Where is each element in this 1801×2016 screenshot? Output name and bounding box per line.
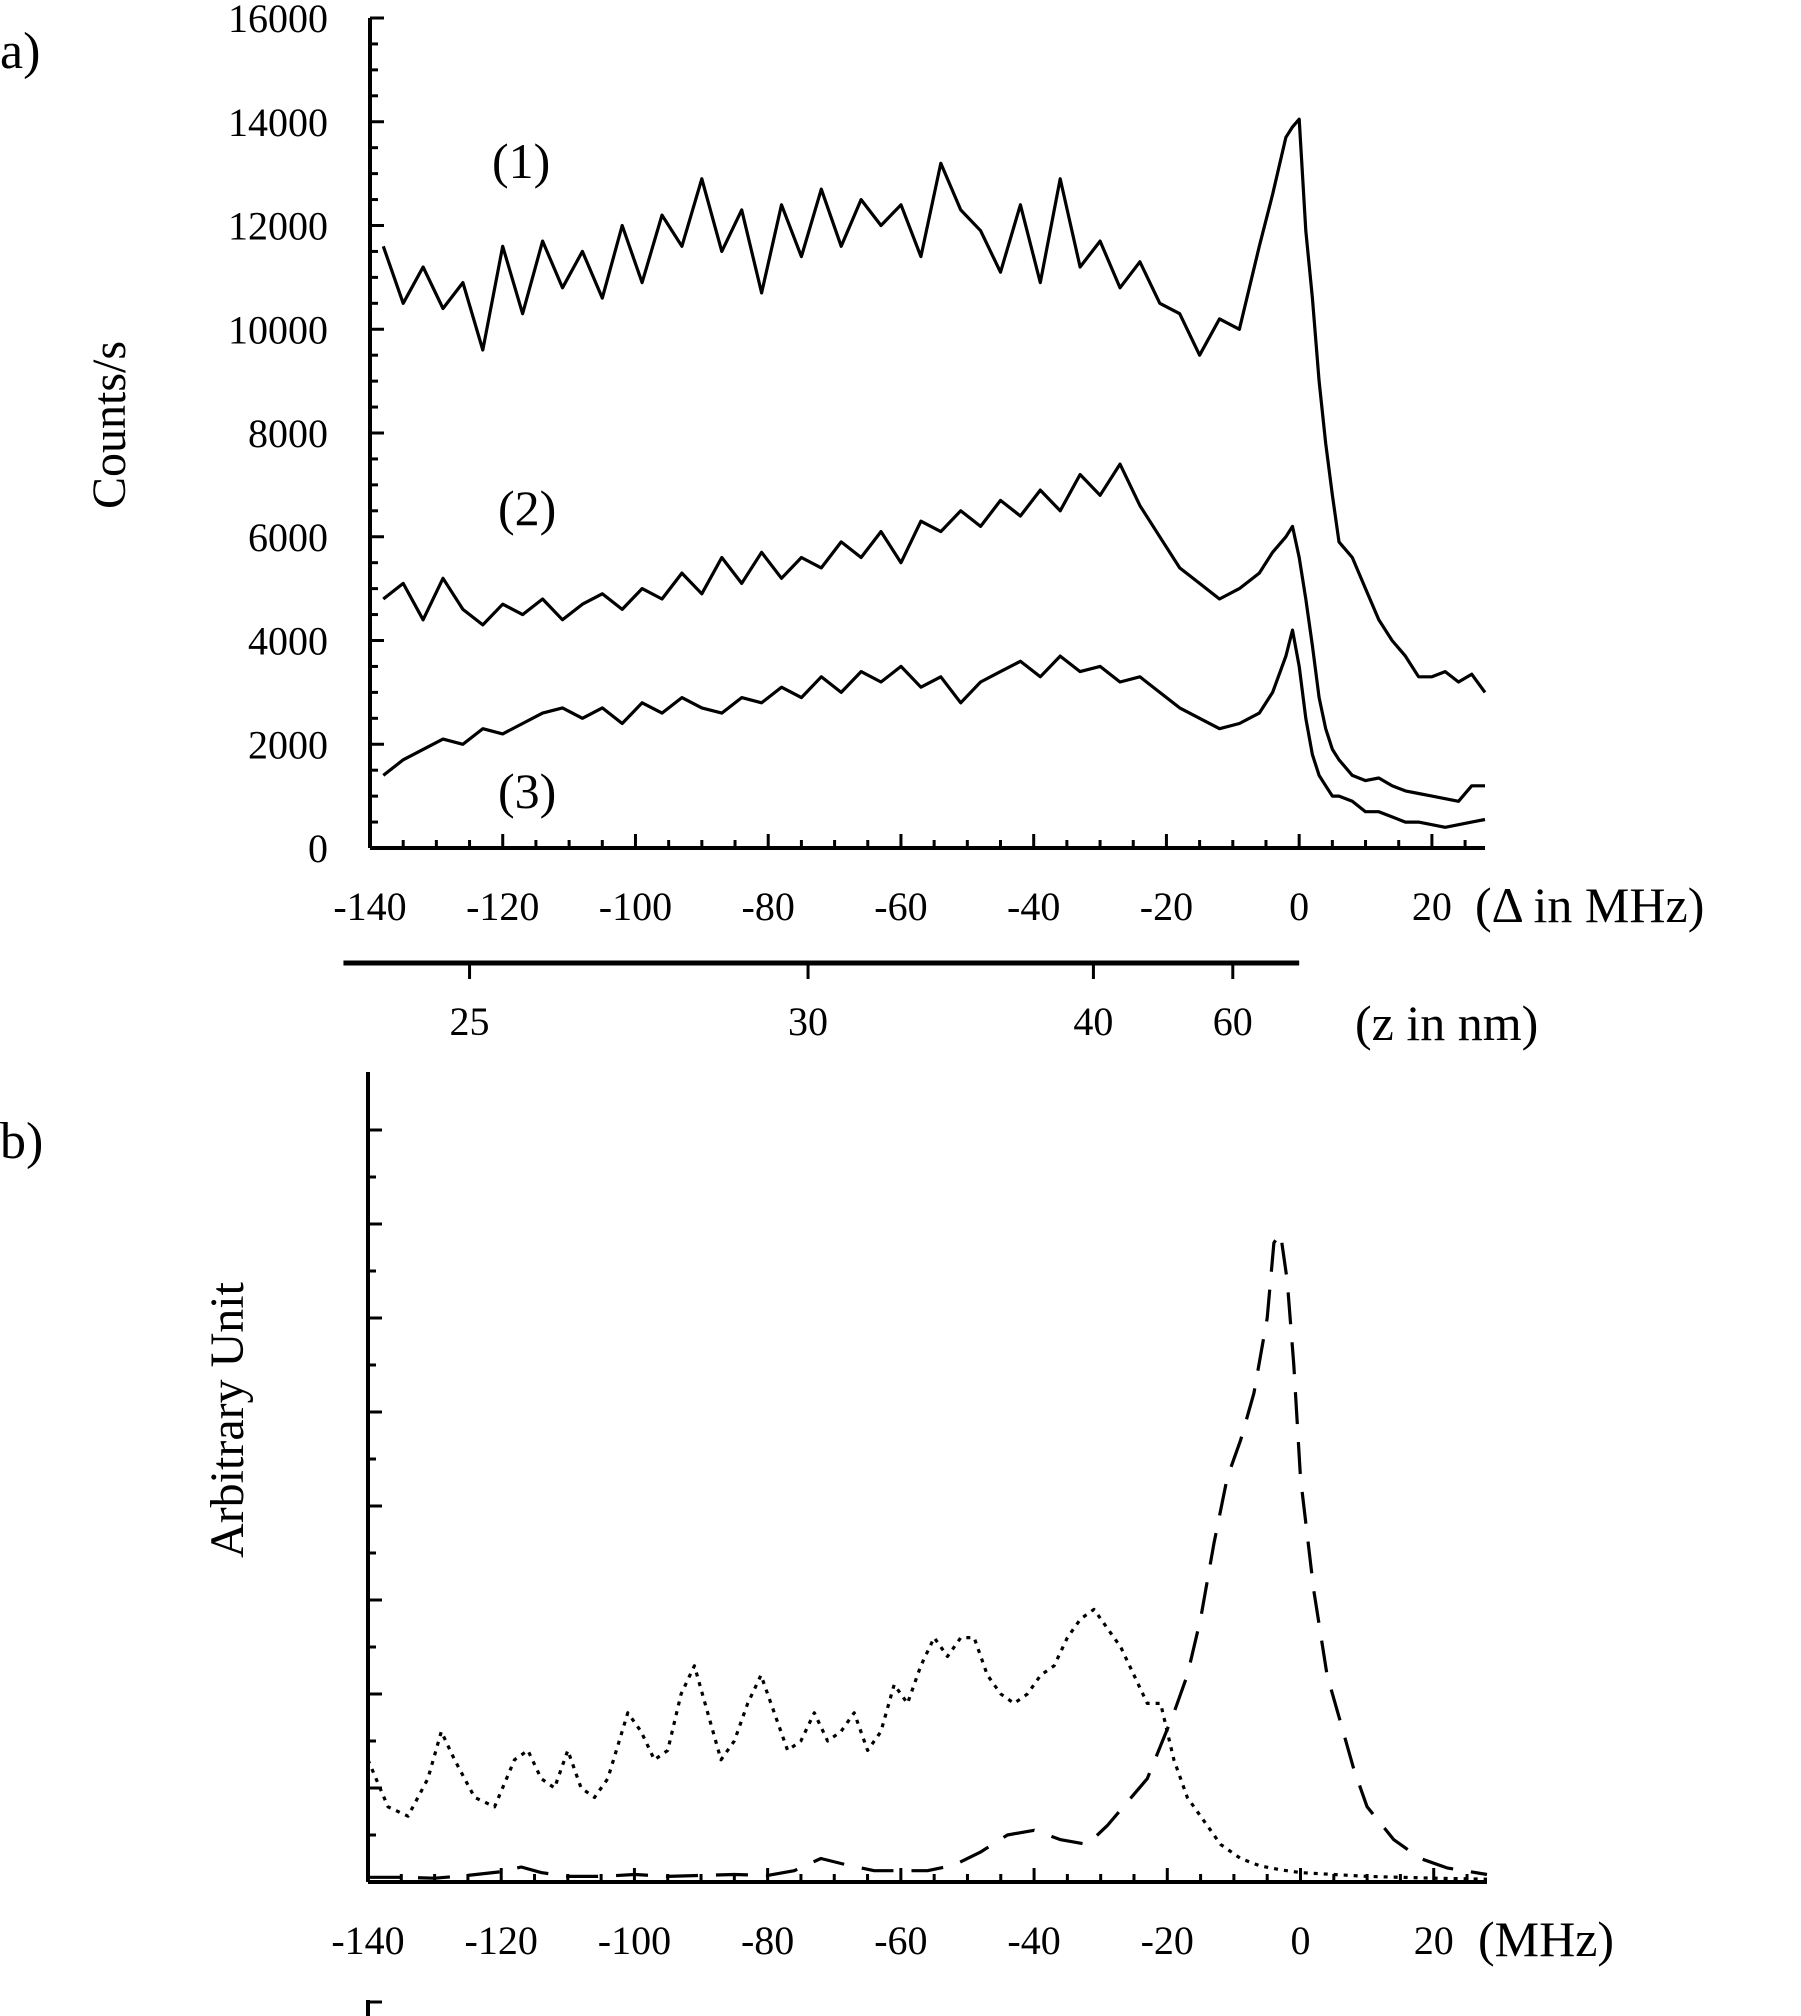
panel-a-x-ticks: -140 -120 -100 -80 -60 -40 -20 0 20 [333, 834, 1467, 929]
panel-a-series-2-line [382, 462, 1485, 803]
panel-a-x-tick-label: -40 [1007, 884, 1060, 929]
panel-a-secondary-tick-label: 30 [788, 999, 828, 1044]
panel-a-secondary-tick-label: 40 [1073, 999, 1113, 1044]
panel-a-x-tick-label: 20 [1412, 884, 1452, 929]
panel-a-x-tick-label: -140 [333, 884, 406, 929]
panel-a-y-tick-label: 16000 [228, 0, 328, 41]
panel-a: a) Counts/s 0 2000 4000 6000 8000 10000 12000 1… [0, 0, 1704, 1051]
panel-b-x-tick-label: -100 [598, 1918, 671, 1963]
panel-b-series-dashed-line [368, 1231, 1488, 1880]
panel-b-series-dotted-line [366, 1607, 1488, 1881]
panel-a-y-tick-label: 10000 [228, 307, 328, 352]
panel-b-x-tick-label: -80 [741, 1918, 794, 1963]
panel-a-x-tick-label: -100 [599, 884, 672, 929]
panel-a-x-tick-label: -80 [742, 884, 795, 929]
panel-b-y-ticks [368, 1128, 382, 1884]
panel-b-x-unit: (MHz) [1478, 1911, 1614, 1967]
panel-a-y-tick-label: 8000 [248, 411, 328, 456]
panel-a-x-tick-label: -120 [466, 884, 539, 929]
panel-a-y-tick-label: 12000 [228, 204, 328, 249]
panel-b-axes [366, 1072, 1487, 1884]
panel-a-secondary-tick-label: 25 [450, 999, 490, 1044]
panel-b-series [366, 1231, 1488, 1881]
panel-a-secondary-tick-label: 60 [1213, 999, 1253, 1044]
panel-a-y-tick-label: 0 [308, 826, 328, 871]
panel-a-y-tick-label: 4000 [248, 619, 328, 664]
curve-label-1: (1) [492, 133, 550, 189]
panel-a-secondary-axis: 25 30 40 60 [343, 960, 1300, 1044]
panel-a-y-axis-title: Counts/s [83, 341, 136, 509]
panel-b-x-tick-label: 0 [1291, 1918, 1311, 1963]
panel-b-x-tick-label: 20 [1414, 1918, 1454, 1963]
panel-b: b) Arbitrary Unit -140 -120 -100 -80 -60 -40-… [0, 1072, 1614, 2016]
panel-a-x-tick-label: 0 [1289, 884, 1309, 929]
curve-label-2: (2) [498, 480, 556, 536]
panel-a-series-1-line [381, 117, 1487, 694]
panel-a-y-ticks: 0 2000 4000 6000 8000 10000 12000 14000 16000 [228, 0, 384, 871]
panel-a-y-tick-label: 6000 [248, 515, 328, 560]
curve-label-3: (3) [498, 763, 556, 819]
panel-a-y-tick-label: 2000 [248, 722, 328, 767]
panel-a-series-3-line [382, 628, 1486, 829]
panel-b-x-ticks: -140 -120 -100 -80 -60 -40 -20 0 20 [331, 1868, 1469, 1963]
panel-a-y-tick-label: 14000 [228, 100, 328, 145]
panel-b-x-tick-label: -140 [331, 1918, 404, 1963]
panel-a-x-tick-label: -60 [874, 884, 927, 929]
panel-b-y-axis-title: Arbitrary Unit [201, 1281, 254, 1558]
panel-a-label: a) [0, 23, 40, 80]
panel-a-x-unit: (Δ in MHz) [1475, 877, 1704, 933]
panel-b-x-tick-label: -20 [1141, 1918, 1194, 1963]
panel-a-x-tick-label: -20 [1140, 884, 1193, 929]
panel-b-label: b) [0, 1113, 43, 1170]
panel-a-series [381, 117, 1487, 829]
panel-b-x-tick-label: -60 [874, 1918, 927, 1963]
panel-a-secondary-unit: (z in nm) [1355, 995, 1538, 1051]
panel-b-x-tick-label: -40 [1007, 1918, 1060, 1963]
panel-b-x-tick-label: -120 [465, 1918, 538, 1963]
